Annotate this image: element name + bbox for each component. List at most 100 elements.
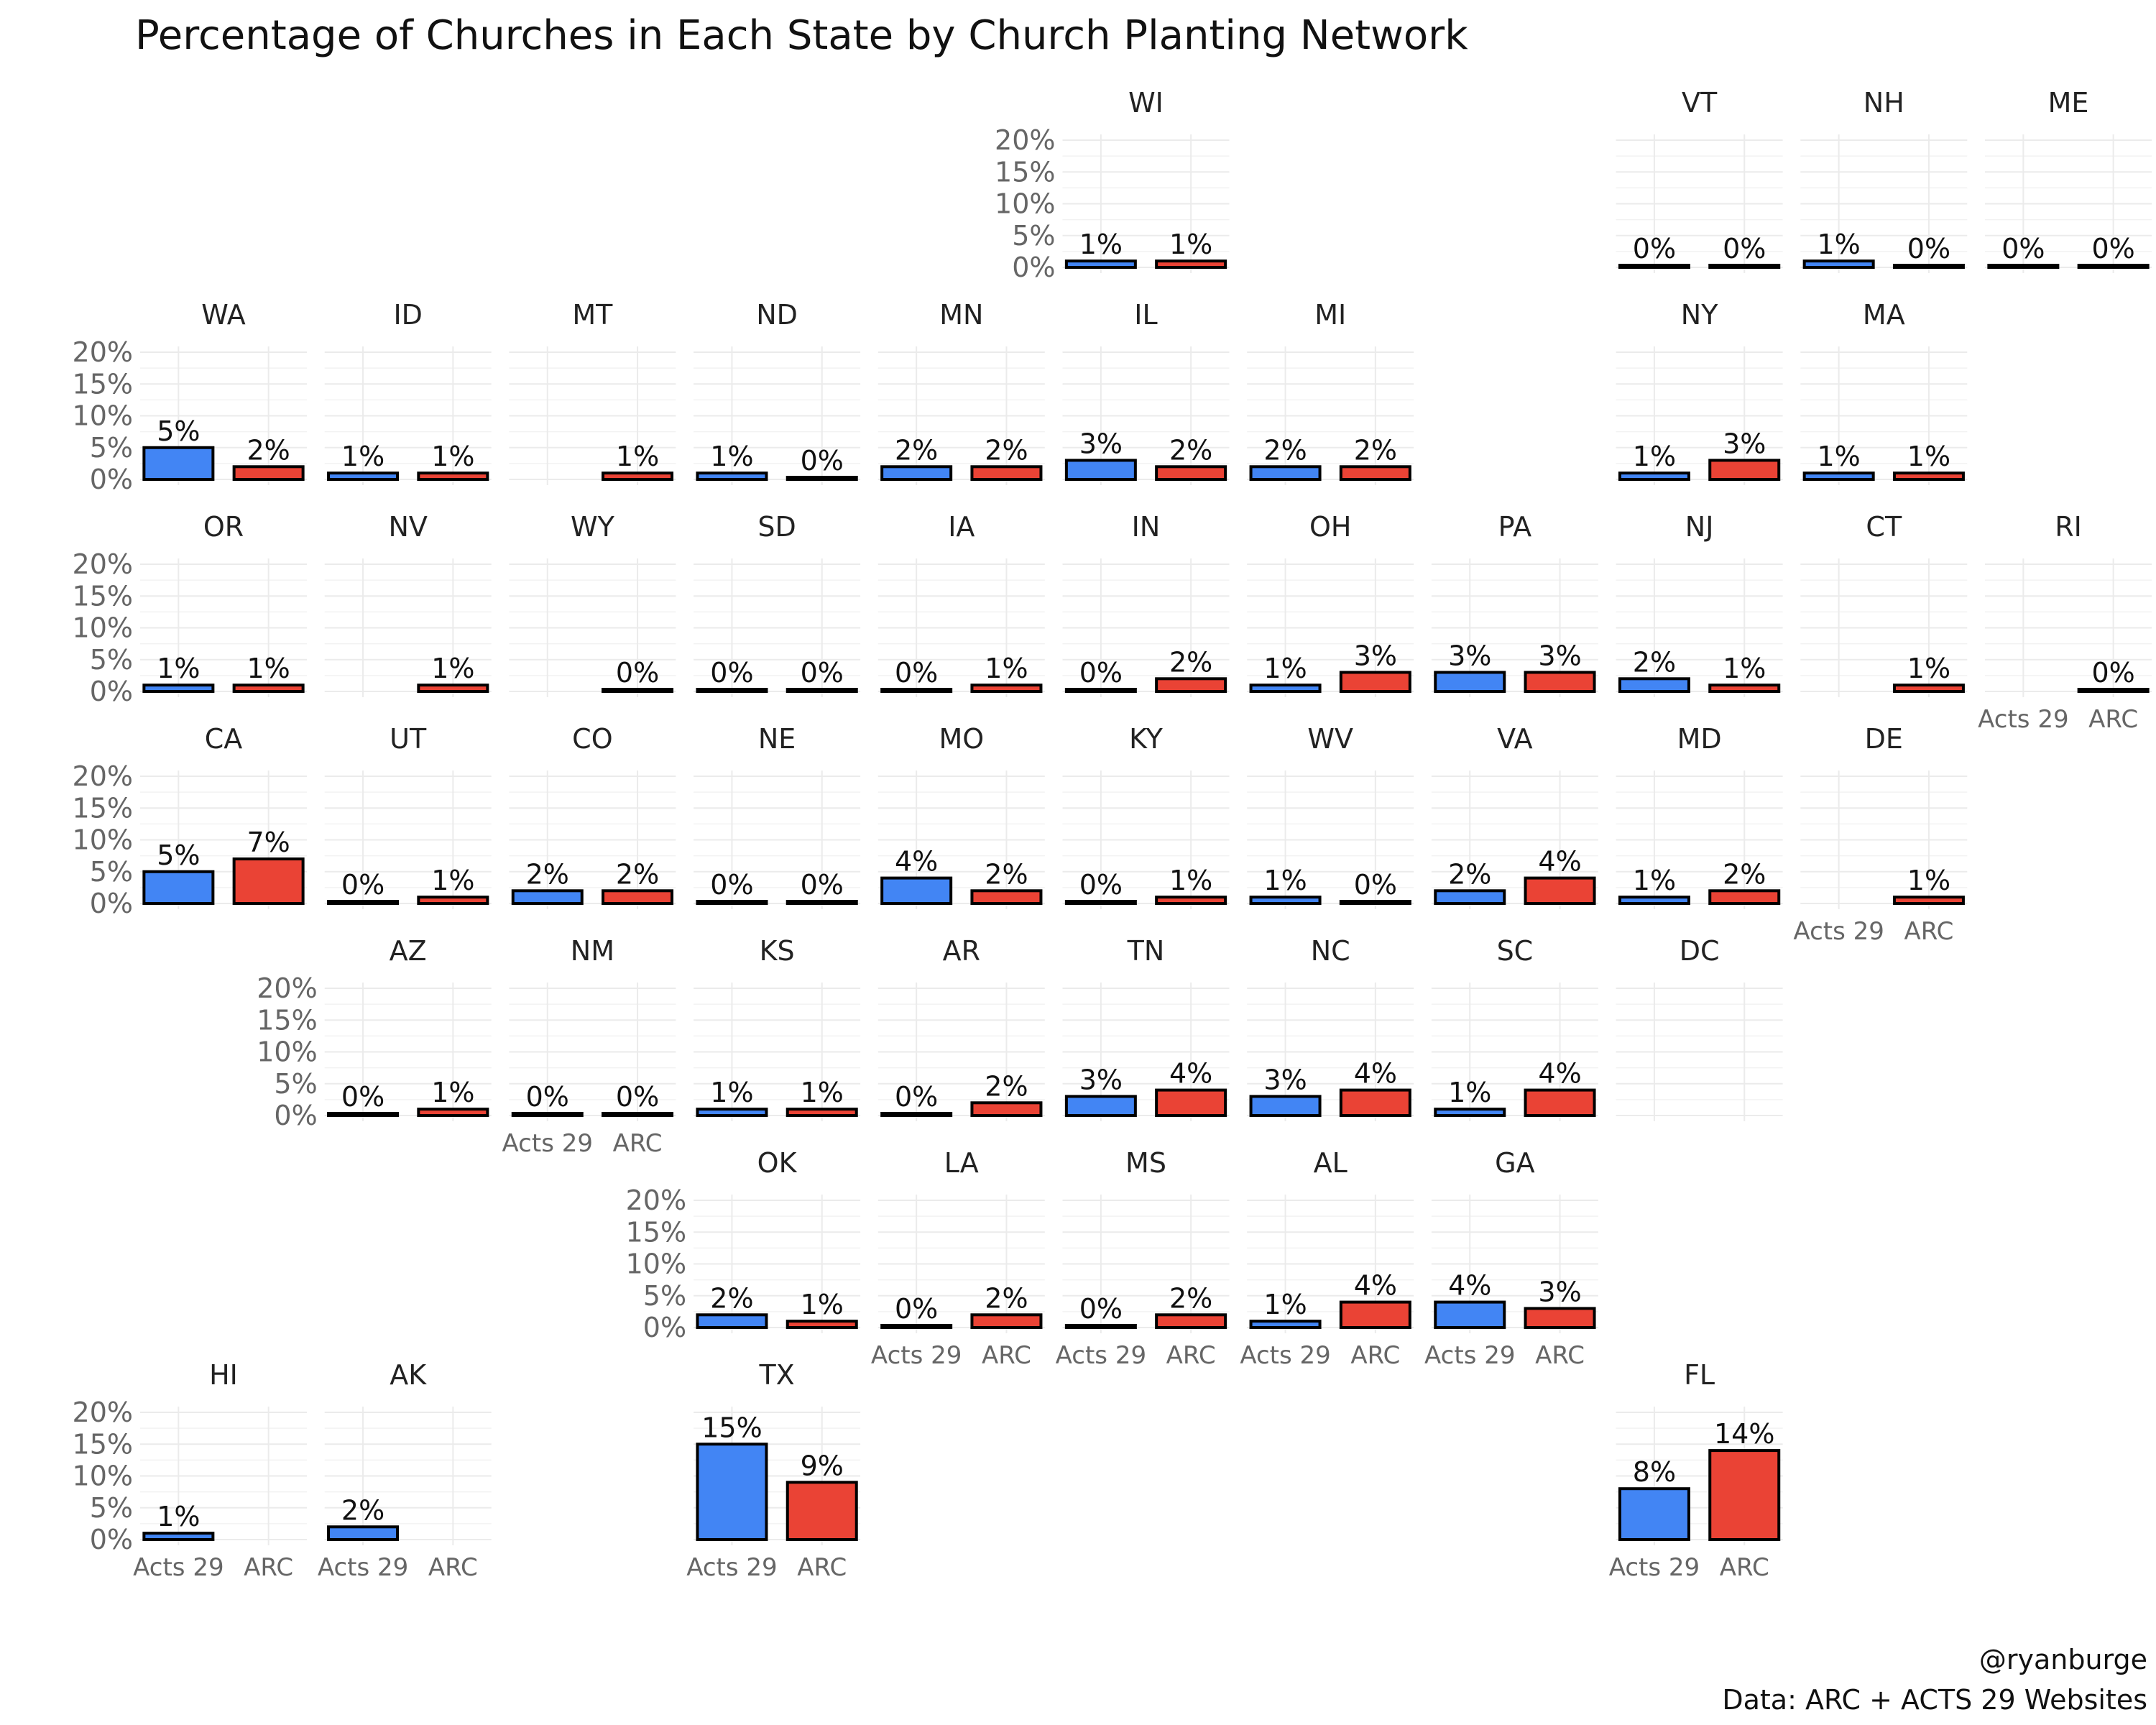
- strip-label: NM: [571, 935, 614, 967]
- y-tick-label: 0%: [274, 1100, 317, 1131]
- panel-gridlines: [877, 983, 1045, 1121]
- bar-mt-arc: [602, 472, 674, 482]
- bar-ky-acts29: [1064, 900, 1137, 905]
- panel-me: ME 0% 0%: [1985, 87, 2152, 273]
- data-label: 4%: [895, 846, 938, 878]
- data-label: 3%: [1354, 640, 1397, 671]
- data-label: 2%: [710, 1282, 753, 1314]
- bar-nd-acts29: [696, 472, 768, 482]
- panel-ma: MA 1% 1%: [1800, 299, 1968, 485]
- bar-sd-acts29: [696, 688, 768, 693]
- panel-ak: AK 2% Acts 29 ARC: [318, 1359, 492, 1582]
- y-tick-label: 5%: [90, 856, 133, 888]
- strip-label: NY: [1681, 299, 1718, 331]
- panel-gridlines: [140, 346, 307, 485]
- bar-nm-acts29: [511, 1112, 584, 1117]
- strip-label: AL: [1314, 1147, 1348, 1179]
- data-label: 1%: [431, 865, 474, 896]
- bar-in-arc: [1155, 677, 1227, 693]
- strip-label: NH: [1864, 87, 1904, 119]
- panel-sc: SC 1% 4%: [1431, 935, 1598, 1121]
- bar-wa-arc: [232, 465, 305, 481]
- data-label: 4%: [1538, 846, 1581, 878]
- y-tick-label: 5%: [90, 1492, 133, 1524]
- data-label: 1%: [801, 1077, 844, 1108]
- data-label: 1%: [1633, 865, 1676, 896]
- panel-tn: TN 3% 4%: [1062, 935, 1230, 1121]
- y-tick-label: 15%: [626, 1216, 686, 1248]
- y-tick-label: 5%: [643, 1280, 686, 1312]
- y-tick-label: 20%: [73, 760, 133, 792]
- bar-wi-arc: [1155, 259, 1227, 269]
- data-label: 0%: [1079, 869, 1123, 901]
- panel-gridlines: [1062, 770, 1230, 909]
- bar-oh-arc: [1339, 671, 1411, 694]
- strip-label: WA: [201, 299, 246, 331]
- strip-label: AK: [390, 1359, 427, 1391]
- data-label: 1%: [157, 653, 200, 684]
- bar-nj-arc: [1708, 684, 1781, 694]
- data-label: 1%: [1263, 1289, 1307, 1320]
- x-tick-label: Acts 29: [133, 1553, 224, 1582]
- bar-ny-arc: [1708, 459, 1781, 482]
- state-panels: WI1% 1%20%15%10%5%0%VT0% 0%NH1% 0%ME0% 0%WA5…: [73, 87, 2152, 1582]
- bar-ak-acts29: [327, 1525, 400, 1542]
- y-tick-label: 5%: [90, 644, 133, 676]
- bar-wv-acts29: [1249, 896, 1322, 906]
- panel-ga: GA 4% 3% Acts 29 ARC: [1424, 1147, 1598, 1370]
- y-tick-label: 10%: [626, 1248, 686, 1280]
- panel-ny: NY 1% 3%: [1616, 299, 1783, 485]
- data-label: 1%: [1633, 441, 1676, 472]
- bar-nm-arc: [602, 1112, 674, 1117]
- bar-wy-arc: [602, 688, 674, 693]
- y-tick-label: 10%: [73, 1460, 133, 1492]
- strip-label: MI: [1314, 299, 1346, 331]
- panel-mt: MT 1%: [509, 299, 676, 485]
- strip-label: CO: [572, 723, 612, 755]
- data-label: 3%: [1538, 1276, 1581, 1307]
- strip-label: WI: [1128, 87, 1164, 119]
- strip-label: AR: [943, 935, 980, 967]
- panel-gridlines: [1247, 770, 1414, 909]
- bar-az-arc: [417, 1108, 489, 1118]
- bar-ks-acts29: [696, 1108, 768, 1118]
- strip-label: TX: [758, 1359, 794, 1391]
- data-label: 3%: [1723, 428, 1766, 459]
- data-label: 3%: [1079, 428, 1123, 459]
- strip-label: VA: [1497, 723, 1533, 755]
- x-tick-label: Acts 29: [502, 1129, 593, 1158]
- bar-de-arc: [1892, 896, 1965, 906]
- strip-label: AZ: [390, 935, 427, 967]
- panel-pa: PA 3% 3%: [1431, 511, 1598, 697]
- data-label: 2%: [1169, 434, 1212, 466]
- data-label: 0%: [895, 1081, 938, 1113]
- strip-label: MD: [1677, 723, 1722, 755]
- bar-il-acts29: [1064, 459, 1137, 482]
- bar-ca-arc: [232, 857, 305, 906]
- data-label: 1%: [1818, 441, 1861, 472]
- panel-az: AZ0% 1%20%15%10%5%0%: [257, 935, 492, 1131]
- panel-il: IL 3% 2%: [1062, 299, 1230, 485]
- panel-mn: MN 2% 2%: [877, 299, 1045, 485]
- data-label: 0%: [2091, 233, 2134, 264]
- strip-label: ME: [2048, 87, 2089, 119]
- data-label: 1%: [1907, 865, 1950, 896]
- data-label: 1%: [431, 441, 474, 472]
- data-label: 8%: [1633, 1456, 1676, 1488]
- bar-ks-arc: [786, 1108, 858, 1118]
- bar-va-acts29: [1434, 889, 1506, 906]
- bar-tn-acts29: [1064, 1095, 1137, 1117]
- strip-label: WY: [571, 511, 615, 543]
- bar-id-acts29: [327, 472, 400, 482]
- strip-label: RI: [2055, 511, 2082, 543]
- data-label: 2%: [526, 858, 569, 890]
- data-label: 4%: [1448, 1270, 1491, 1302]
- data-label: 4%: [1354, 1270, 1397, 1302]
- bar-mn-arc: [970, 465, 1043, 481]
- data-label: 2%: [1723, 858, 1766, 890]
- panel-nm: NM 0% 0% Acts 29 ARC: [502, 935, 676, 1158]
- bar-hi-acts29: [142, 1532, 215, 1541]
- panel-ok: OK 2% 1% 20%15%10%5%0%: [626, 1147, 861, 1343]
- data-label: 4%: [1169, 1058, 1212, 1090]
- panel-wi: WI 1% 1% 20%15%10%5%0%: [995, 87, 1230, 283]
